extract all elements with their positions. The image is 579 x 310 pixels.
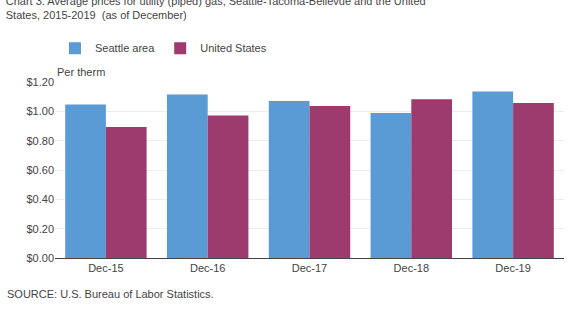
- svg-text:$0.40: $0.40: [26, 193, 54, 205]
- svg-text:Per therm: Per therm: [57, 66, 105, 78]
- svg-text:Dec-19: Dec-19: [495, 262, 530, 274]
- svg-text:$0.80: $0.80: [26, 135, 54, 147]
- svg-text:$1.00: $1.00: [26, 105, 54, 117]
- svg-text:Seattle area: Seattle area: [95, 42, 155, 54]
- svg-text:Chart 3. Average prices for ut: Chart 3. Average prices for utility (pip…: [6, 0, 426, 21]
- svg-text:$0.20: $0.20: [26, 223, 54, 235]
- svg-text:Dec-16: Dec-16: [190, 262, 225, 274]
- svg-text:SOURCE: U.S. Bureau of Labor S: SOURCE: U.S. Bureau of Labor Statistics.: [7, 288, 214, 300]
- svg-text:Dec-18: Dec-18: [394, 262, 429, 274]
- svg-text:United States: United States: [200, 42, 267, 54]
- svg-text:$1.20: $1.20: [26, 76, 54, 88]
- svg-text:$0.00: $0.00: [26, 252, 54, 264]
- svg-text:Dec-17: Dec-17: [292, 262, 327, 274]
- svg-text:Dec-15: Dec-15: [88, 262, 123, 274]
- svg-text:$0.60: $0.60: [26, 164, 54, 176]
